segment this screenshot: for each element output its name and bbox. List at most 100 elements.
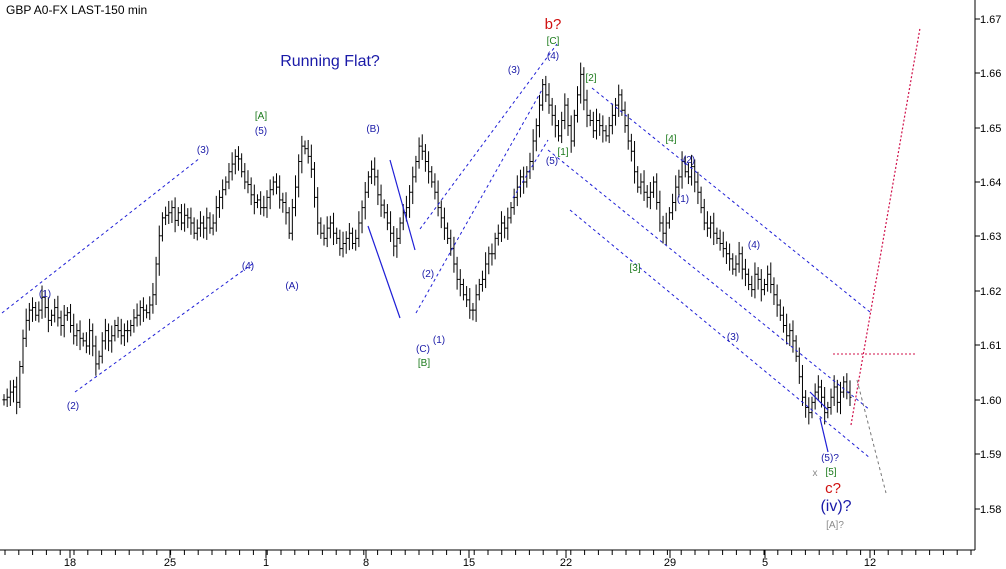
channel-line [74, 261, 256, 393]
wave-line [809, 391, 829, 411]
price-bar [740, 246, 744, 280]
price-bar [157, 225, 161, 276]
price-bar [40, 285, 44, 319]
price-bar [465, 286, 469, 308]
x-tick-label: 12 [864, 557, 876, 569]
wave-label: (3) [197, 145, 209, 156]
price-bar [458, 269, 462, 297]
wave-line [389, 159, 416, 251]
price-bar [309, 144, 313, 178]
price-bar [636, 166, 640, 193]
wave-label: (3) [727, 332, 739, 343]
price-bar [398, 217, 402, 245]
price-bar [224, 176, 228, 196]
price-bar [648, 182, 652, 210]
price-bar [195, 219, 199, 241]
price-bar [366, 171, 370, 198]
price-bar [512, 188, 516, 215]
channel-line [569, 209, 871, 459]
price-bar [461, 278, 466, 301]
price-bar [661, 215, 665, 244]
price-bar [433, 173, 437, 200]
price-bar [97, 350, 101, 370]
price-bar [423, 144, 428, 172]
price-bar [807, 397, 811, 425]
price-bar [816, 375, 820, 401]
price-bar [154, 256, 158, 305]
price-bar [683, 155, 687, 178]
price-bar [829, 388, 833, 415]
price-bar [417, 137, 421, 169]
y-tick-label: 1.61 [980, 340, 1001, 352]
price-bar [341, 231, 345, 258]
price-bar [737, 241, 741, 273]
wave-label: (A) [285, 281, 298, 292]
price-bar [743, 258, 748, 287]
price-bar [623, 101, 627, 133]
price-bar [601, 115, 605, 143]
price-bar [24, 308, 28, 348]
price-bar [319, 217, 323, 239]
price-bar [797, 347, 801, 384]
price-bar [100, 332, 104, 364]
price-bar [407, 185, 412, 218]
wave-line [367, 225, 401, 319]
price-bar [775, 284, 779, 317]
price-bar [59, 310, 63, 336]
price-bar [202, 215, 206, 239]
price-bar [493, 232, 497, 260]
price-bar [392, 226, 396, 257]
price-bar [122, 323, 127, 346]
price-bar [582, 67, 586, 111]
price-bar [804, 390, 808, 418]
price-bar [278, 175, 282, 209]
price-bar [262, 195, 266, 217]
channel-lines [1, 27, 921, 494]
price-bar [8, 380, 12, 406]
price-bar [189, 207, 193, 235]
price-bar [718, 229, 722, 251]
price-bar [221, 179, 225, 210]
price-bar [335, 227, 339, 245]
price-bar [144, 304, 149, 319]
price-bar [553, 105, 557, 138]
price-bar [585, 89, 589, 128]
wave-label: (5)? [821, 453, 839, 464]
price-bar [46, 297, 50, 333]
price-bar [198, 211, 203, 237]
price-bar [338, 229, 342, 256]
price-bar [87, 318, 92, 355]
channel-line [512, 139, 549, 199]
price-bar [496, 224, 500, 246]
y-tick-label: 1.64 [980, 177, 1001, 189]
price-bar [747, 268, 751, 291]
price-bar [148, 296, 152, 320]
y-tick-label: 1.65 [980, 123, 1001, 135]
price-bar [43, 290, 47, 318]
price-bar [94, 335, 98, 376]
price-bar [794, 335, 798, 362]
price-bar [639, 173, 643, 195]
price-bar [544, 75, 548, 103]
price-bar [594, 108, 599, 140]
price-bar [75, 323, 79, 346]
wave-label: (1) [433, 335, 445, 346]
price-bar [271, 176, 275, 196]
price-bar [810, 396, 814, 419]
price-bar [281, 192, 285, 213]
price-bar [217, 190, 222, 218]
price-bar [376, 169, 380, 206]
price-bar [563, 93, 567, 130]
price-bar [667, 207, 671, 229]
price-bar [211, 214, 215, 236]
price-bar [91, 323, 95, 357]
price-bar [655, 173, 659, 210]
price-bar [110, 325, 114, 353]
price-bar [255, 194, 260, 209]
price-bar [632, 141, 637, 184]
price-bar [626, 113, 630, 150]
wave-label: (4) [748, 240, 760, 251]
price-bar [141, 297, 146, 322]
wave-label: (iv)? [820, 498, 851, 515]
x-tick-label: 29 [664, 557, 676, 569]
